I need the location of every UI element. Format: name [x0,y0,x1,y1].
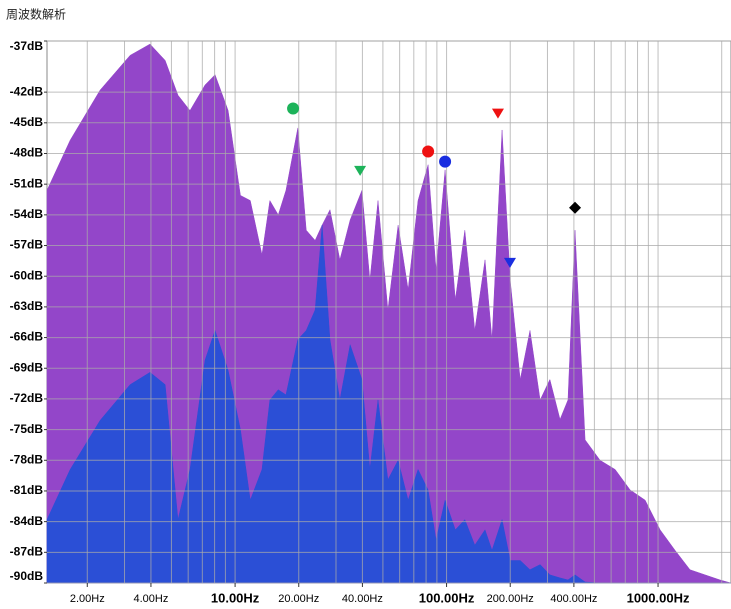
y-tick-label: -81dB [10,483,44,497]
window-title: 周波数解析 [6,7,66,22]
x-tick-label: 400.00Hz [550,593,597,605]
y-tick-label: -45dB [10,115,44,129]
y-tick-label: -63dB [10,299,44,313]
y-tick-label: -90dB [10,569,44,583]
x-tick-label: 100.00Hz [419,590,475,605]
y-tick-label: -84dB [10,514,44,528]
y-tick-label: -75dB [10,422,44,436]
y-tick-label: -54dB [10,207,44,221]
peak-marker [503,257,516,268]
y-tick-label: -78dB [10,452,44,466]
peak-marker [569,201,582,214]
y-tick-label: -69dB [10,360,44,374]
peak-marker [491,108,504,119]
x-tick-label: 40.00Hz [342,593,383,605]
y-tick-label: -48dB [10,146,44,160]
x-tick-label: 2.00Hz [70,593,105,605]
y-tick-label: -51dB [10,176,44,190]
y-tick-label: -42dB [10,84,44,98]
y-tick-label: -57dB [10,238,44,252]
x-tick-label: 20.00Hz [278,593,319,605]
x-tick-label: 10.00Hz [211,590,260,605]
x-tick-label: 200.00Hz [487,593,534,605]
y-tick-label: -87dB [10,544,44,558]
y-tick-label: -60dB [10,268,44,282]
y-tick-label: -37dB [10,39,44,53]
y-tick-label: -66dB [10,330,44,344]
peak-marker [287,102,300,115]
x-tick-label: 4.00Hz [134,593,169,605]
peak-marker [439,155,452,168]
x-tick-label: 1000.00Hz [627,590,690,605]
peak-marker [422,145,435,158]
peak-marker [354,165,367,176]
y-tick-label: -72dB [10,391,44,405]
